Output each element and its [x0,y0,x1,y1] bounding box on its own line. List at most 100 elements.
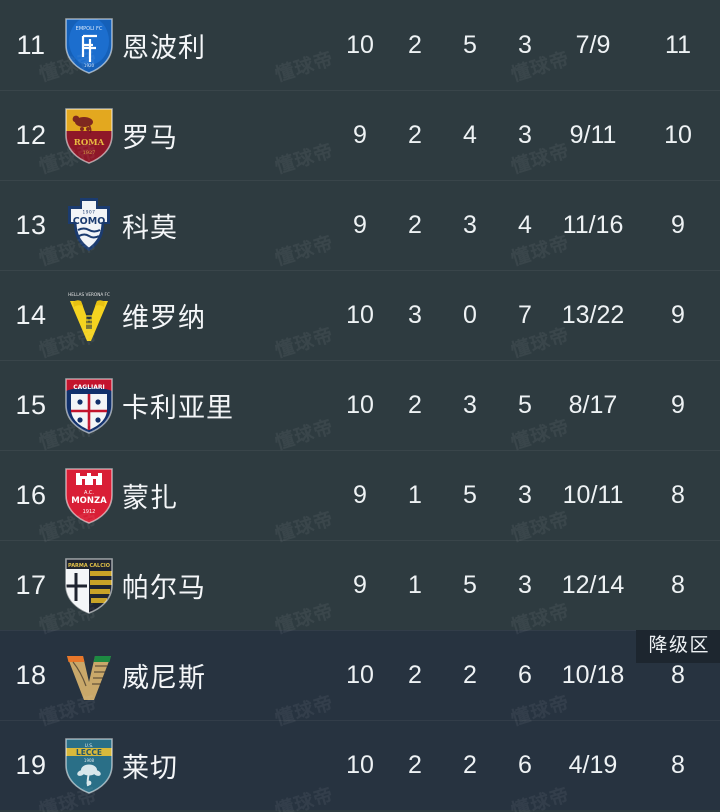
table-row[interactable]: 11 EMPOLI FC 1920 恩波利 10 2 5 3 7/9 11 [0,0,720,90]
table-row[interactable]: 18 威尼斯 10 2 2 6 10/18 8 降级区 [0,630,720,720]
row-divider [0,90,720,91]
goals-value: 9/11 [569,120,617,149]
goals-value: 13/22 [561,300,625,329]
win-value: 2 [408,750,422,779]
played-value: 10 [346,390,374,419]
draw-value: 4 [463,120,477,149]
rank-value: 13 [15,209,47,240]
rank-value: 18 [15,659,47,690]
team-name[interactable]: 卡利亚里 [122,392,234,424]
played-value: 10 [346,660,374,689]
loss-value: 3 [518,120,532,149]
rank-value: 14 [15,299,47,330]
svg-text:CAGLIARI: CAGLIARI [73,384,105,391]
table-row[interactable]: 14 HELLAS VERONA FC 维罗纳 10 3 0 7 13/22 9 [0,270,720,360]
svg-text:1912: 1912 [83,509,96,515]
played-value: 9 [353,570,367,599]
svg-text:A.C.: A.C. [84,490,94,496]
table-row[interactable]: 19 U.S. LECCE 1908 莱切 10 2 2 6 4/19 8 [0,720,720,810]
draw-value: 3 [463,210,477,239]
draw-value: 3 [463,390,477,419]
svg-text:MONZA: MONZA [71,496,107,506]
row-divider [0,180,720,181]
draw-value: 2 [463,660,477,689]
played-value: 9 [353,210,367,239]
table-row[interactable]: 13 1907 COMO 科莫 9 2 3 4 11/16 9 [0,180,720,270]
rank-value: 19 [15,749,47,780]
loss-value: 6 [518,750,532,779]
empoli-crest: EMPOLI FC 1920 [58,12,120,78]
monza-crest: A.C. MONZA 1912 [58,462,120,528]
goals-value: 8/17 [568,390,618,419]
venezia-crest [58,642,120,708]
svg-text:EMPOLI FC: EMPOLI FC [76,26,103,32]
svg-text:COMO: COMO [73,216,106,227]
row-divider [0,540,720,541]
loss-value: 5 [518,390,532,419]
rank-value: 17 [15,569,47,600]
win-value: 2 [408,30,422,59]
cagliari-crest: CAGLIARI [58,372,120,438]
team-name[interactable]: 威尼斯 [122,662,206,694]
loss-value: 4 [518,210,532,239]
rank-value: 16 [15,479,47,510]
team-name[interactable]: 科莫 [122,212,178,244]
points-value: 9 [671,210,685,239]
points-value: 11 [665,30,691,59]
points-value: 8 [671,750,685,779]
goals-value: 12/14 [561,570,625,599]
row-divider [0,630,720,631]
team-name[interactable]: 罗马 [122,122,178,154]
goals-value: 10/18 [561,660,625,689]
svg-text:1920: 1920 [84,63,95,68]
svg-text:LECCE: LECCE [76,748,102,757]
win-value: 3 [408,300,422,329]
svg-text:1908: 1908 [84,758,95,763]
como-crest: 1907 COMO [58,192,120,258]
points-value: 10 [664,120,692,149]
loss-value: 3 [518,570,532,599]
draw-value: 5 [463,480,477,509]
team-name[interactable]: 蒙扎 [122,482,178,514]
draw-value: 2 [463,750,477,779]
svg-text:1927: 1927 [83,150,96,156]
win-value: 1 [408,570,422,599]
team-name[interactable]: 莱切 [122,752,178,784]
row-divider [0,450,720,451]
table-row[interactable]: 17 PARMA CALCIO 帕尔马 9 1 5 3 12/14 8 [0,540,720,630]
team-name[interactable]: 恩波利 [122,32,206,64]
rank-value: 12 [15,119,47,150]
rank-value: 11 [16,29,46,60]
table-row[interactable]: 12 ROMA 1927 罗马 9 2 4 3 9/11 10 [0,90,720,180]
parma-crest: PARMA CALCIO [58,552,120,618]
played-value: 10 [346,750,374,779]
svg-text:PARMA CALCIO: PARMA CALCIO [68,563,110,569]
loss-value: 3 [518,30,532,59]
svg-text:ROMA: ROMA [74,138,105,148]
verona-crest: HELLAS VERONA FC [58,282,120,348]
points-value: 8 [671,570,685,599]
roma-crest: ROMA 1927 [58,102,120,168]
win-value: 1 [408,480,422,509]
row-divider [0,360,720,361]
rank-value: 15 [15,389,47,420]
draw-value: 0 [463,300,477,329]
row-divider [0,270,720,271]
goals-value: 11/16 [562,210,624,239]
svg-text:1907: 1907 [82,210,95,215]
lecce-crest: U.S. LECCE 1908 [58,732,120,798]
draw-value: 5 [463,570,477,599]
draw-value: 5 [463,30,477,59]
svg-text:HELLAS VERONA FC: HELLAS VERONA FC [68,292,110,297]
table-row[interactable]: 15 CAGLIARI 卡利亚里 10 2 3 5 8/17 9 [0,360,720,450]
team-name[interactable]: 维罗纳 [122,302,206,334]
team-name[interactable]: 帕尔马 [122,572,206,604]
goals-value: 7/9 [575,30,611,59]
goals-value: 4/19 [568,750,618,779]
points-value: 9 [671,300,685,329]
goals-value: 10/11 [562,480,624,509]
win-value: 2 [408,390,422,419]
points-value: 8 [671,660,685,689]
table-row[interactable]: 16 A.C. MONZA 1912 蒙扎 9 1 5 3 10/11 8 [0,450,720,540]
played-value: 10 [346,30,374,59]
